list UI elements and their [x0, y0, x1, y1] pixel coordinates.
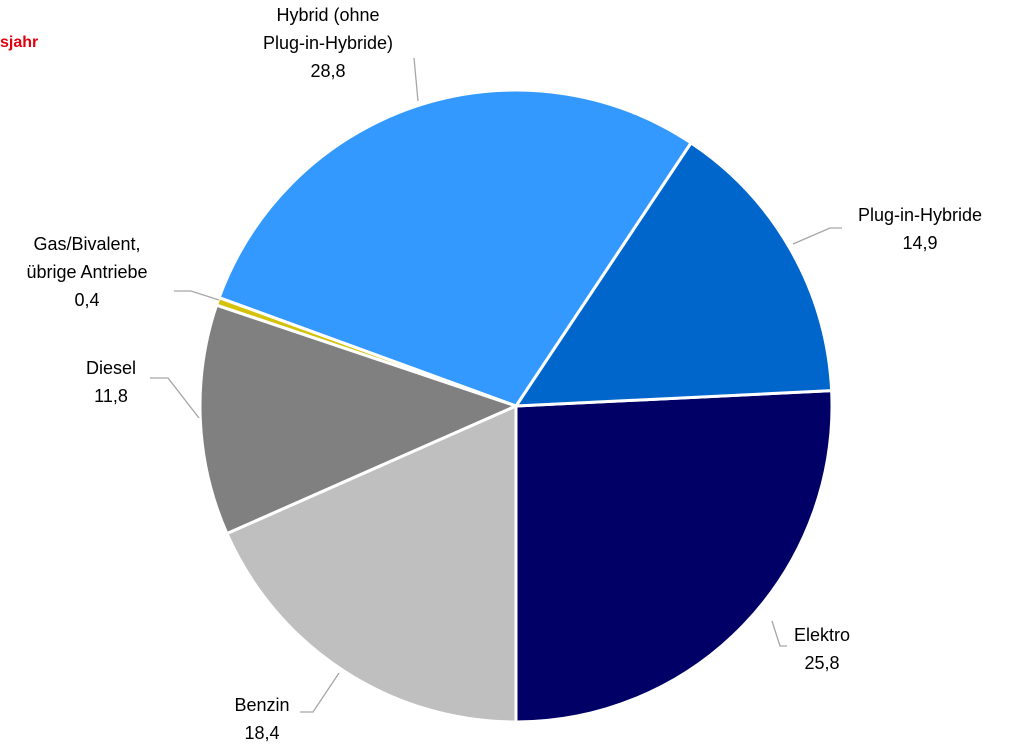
slice-value-label: 0,4 [74, 290, 99, 310]
leader-line [174, 290, 220, 301]
slice-name-label: Diesel [86, 358, 136, 378]
leader-line [300, 672, 340, 713]
slice-label: Plug-in-Hybride 14,9 [858, 205, 982, 253]
leader-line [771, 620, 787, 647]
pie-slice [225, 404, 518, 724]
slice-value-label: 11,8 [94, 386, 128, 406]
slice-value-label: 25,8 [804, 653, 839, 673]
slice-value-label: 28,8 [310, 61, 345, 81]
slice-name-label: übrige Antriebe [26, 262, 147, 282]
leader-line [792, 227, 842, 245]
pie-slice [217, 88, 693, 408]
slice-value-label: 14,9 [902, 233, 937, 253]
slice-value-label: 18,4 [244, 723, 279, 743]
pie-slices [198, 88, 834, 724]
slice-name-label: Plug-in-Hybride [858, 205, 982, 225]
leader-lines [150, 57, 842, 713]
slice-label: Hybrid (ohne Plug-in-Hybride) 28,8 [263, 5, 393, 81]
slice-label: Elektro 25,8 [794, 625, 850, 673]
slice-name-label: Hybrid (ohne [276, 5, 379, 25]
slice-name-label: Plug-in-Hybride) [263, 33, 393, 53]
slice-name-label: Benzin [234, 695, 289, 715]
pie-slice [514, 389, 834, 724]
slice-labels: Elektro 25,8 Plug-in-Hybride 14,9 Hybrid (oh… [26, 5, 982, 743]
slice-label: Gas/Bivalent, übrige Antriebe 0,4 [26, 234, 147, 310]
chart-subtitle-fragment: sjahr [0, 34, 38, 51]
pie-slice [198, 303, 518, 536]
slice-label: Benzin 18,4 [234, 695, 289, 743]
slice-label: Diesel 11,8 [86, 358, 136, 406]
leader-line [413, 57, 419, 102]
slice-name-label: Elektro [794, 625, 850, 645]
slice-name-label: Gas/Bivalent, [33, 234, 140, 254]
leader-line [150, 377, 200, 419]
pie-slice [514, 141, 834, 408]
